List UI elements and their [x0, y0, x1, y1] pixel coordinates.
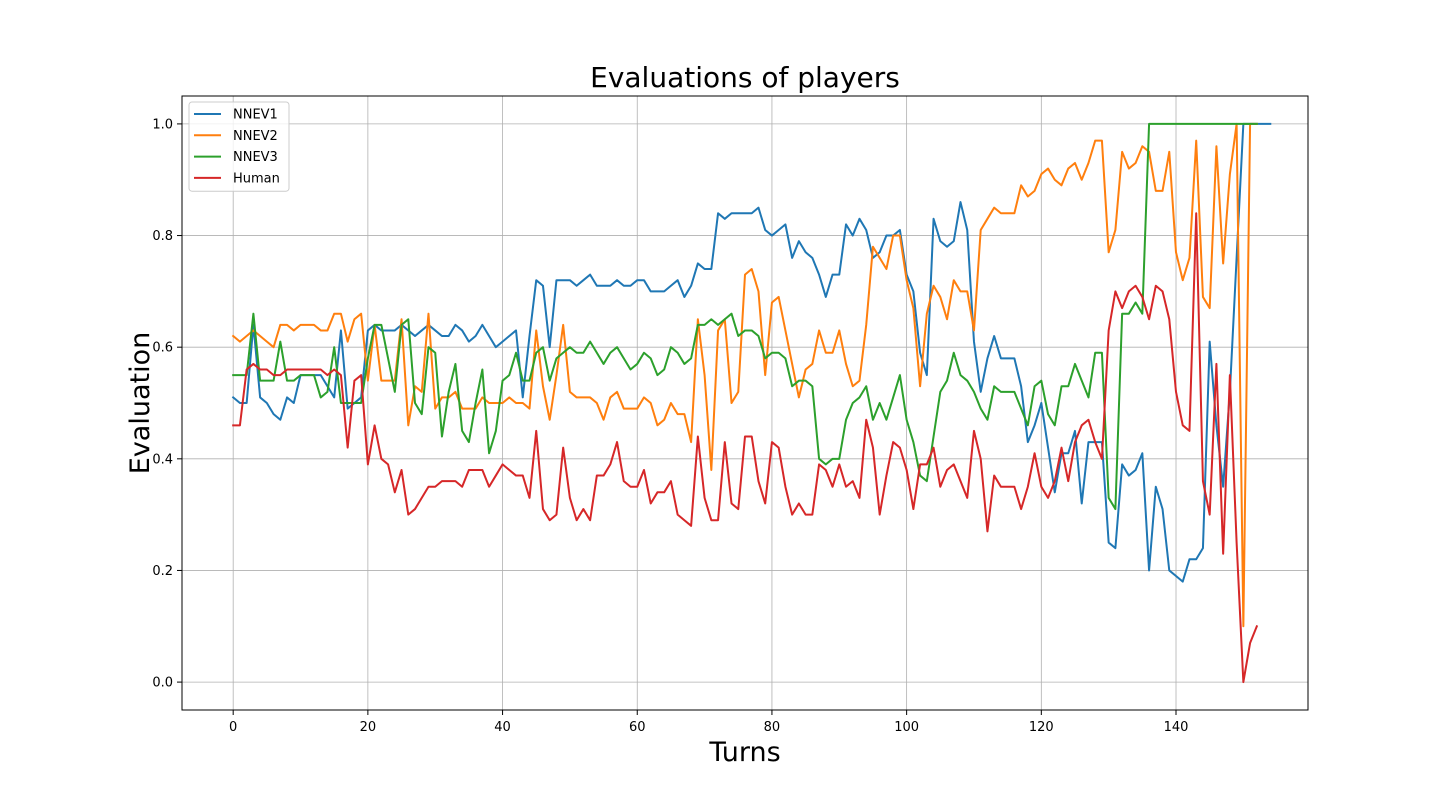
legend-label: Human	[233, 171, 280, 186]
x-tick-label: 100	[894, 720, 919, 735]
series-line-nnev1	[231, 122, 1272, 583]
series-lines	[231, 122, 1272, 684]
axis-ticks: 0 20 40 60 80 100 120 140 0.0 0.2 0.4 0.6 0.8 1.0	[152, 117, 1188, 735]
y-axis-title: Evaluation	[125, 332, 156, 474]
series-line-human	[232, 212, 1259, 684]
chart-title: Evaluations of players	[590, 61, 900, 94]
legend-label: NNEV3	[233, 150, 278, 165]
x-tick-label: 80	[764, 720, 781, 735]
x-tick-label: 20	[360, 720, 377, 735]
legend-label: NNEV1	[233, 108, 278, 123]
y-tick-label: 0.0	[152, 676, 173, 691]
x-tick-label: 120	[1029, 720, 1054, 735]
x-tick-label: 60	[629, 720, 646, 735]
plot-frame	[181, 95, 1309, 711]
x-tick-label: 0	[229, 720, 237, 735]
y-tick-label: 1.0	[152, 117, 173, 132]
series-line-nnev3	[232, 122, 1258, 511]
y-tick-label: 0.4	[152, 452, 173, 467]
x-tick-label: 140	[1164, 720, 1189, 735]
series-line-nnev2	[231, 122, 1258, 628]
legend-box	[188, 101, 290, 192]
legend-label: NNEV2	[233, 129, 278, 144]
y-tick-label: 0.6	[152, 341, 173, 356]
x-tick-label: 40	[494, 720, 511, 735]
legend: NNEV1 NNEV2 NNEV3 Human	[188, 101, 290, 192]
x-axis-title: Turns	[708, 737, 780, 768]
y-tick-label: 0.2	[152, 564, 173, 579]
y-tick-label: 0.8	[152, 229, 173, 244]
